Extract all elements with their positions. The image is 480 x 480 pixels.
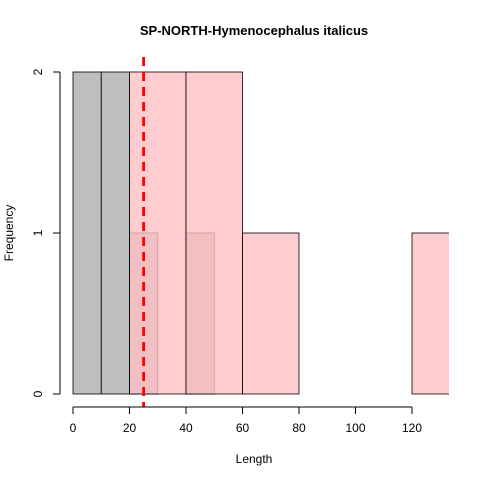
y-tick-label-0: 0 — [31, 390, 45, 397]
histogram-bar-pink-120-140 — [411, 232, 449, 395]
y-axis-label: Frequency — [2, 205, 16, 262]
x-tick-label-80: 80 — [292, 421, 306, 435]
histogram-bar-gray-0-10 — [72, 71, 102, 395]
x-tick-label-120: 120 — [402, 421, 422, 435]
histogram-bar-pink-40-60 — [185, 71, 243, 395]
x-tick-label-0: 0 — [70, 421, 77, 435]
x-tick-label-100: 100 — [345, 421, 365, 435]
x-tick-label-60: 60 — [236, 421, 250, 435]
axes-layer: 0 20 40 60 80 100 120 0 1 2 — [31, 68, 422, 435]
histogram-bar-pink-20-40 — [129, 71, 187, 395]
bars-layer — [72, 71, 449, 395]
x-axis-label: Length — [236, 452, 273, 466]
x-tick-label-40: 40 — [179, 421, 193, 435]
y-tick-label-1: 1 — [31, 229, 45, 236]
chart-title: SP-NORTH-Hymenocephalus italicus — [140, 23, 368, 38]
y-tick-label-2: 2 — [31, 68, 45, 75]
histogram-bar-gray-10-20 — [100, 71, 130, 395]
histogram-bar-pink-60-80 — [242, 232, 300, 395]
x-tick-label-20: 20 — [123, 421, 137, 435]
